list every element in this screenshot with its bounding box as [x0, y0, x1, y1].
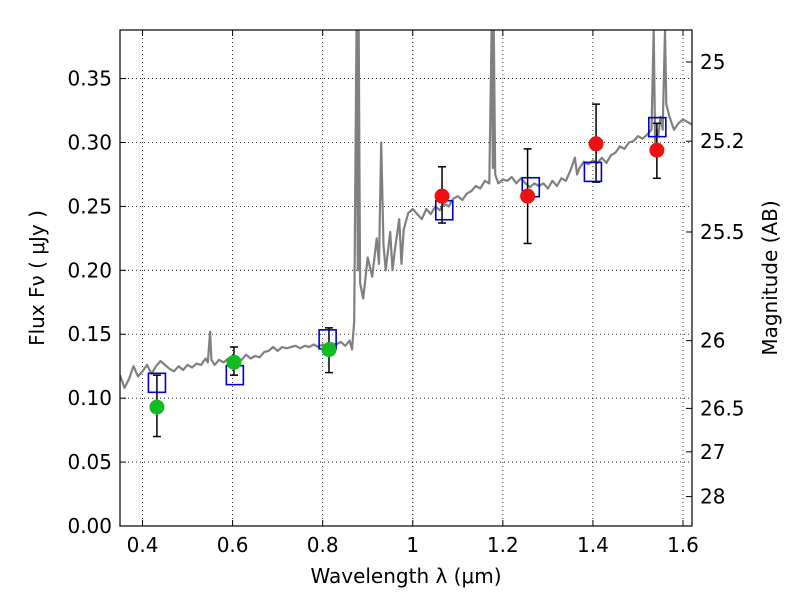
data-point-marker [588, 136, 604, 152]
right-tick-label: 25.2 [700, 129, 745, 153]
right-axis-label: Magnitude (AB) [758, 200, 782, 355]
x-tick-label: 0.8 [307, 533, 339, 557]
y-tick-label: 0.05 [67, 450, 112, 474]
y-tick-label: 0.00 [67, 514, 112, 538]
y-axis-label: Flux Fν ( μJy ) [25, 210, 49, 346]
right-tick-label: 28 [700, 485, 725, 509]
x-tick-label: 0.4 [127, 533, 159, 557]
right-tick-label: 27 [700, 440, 725, 464]
y-tick-label: 0.25 [67, 194, 112, 218]
x-tick-label: 1.6 [667, 533, 699, 557]
spectrum-line [120, 30, 692, 389]
right-tick-label: 25.5 [700, 220, 745, 244]
right-tick-label: 26.5 [700, 396, 745, 420]
y-tick-label: 0.10 [67, 386, 112, 410]
right-tick-label: 26 [700, 329, 725, 353]
data-point-marker [520, 188, 536, 204]
model-square-marker [147, 372, 167, 394]
axis-ticks: 0.4 0.6 0.8 1 1.2 1.4 1.6 0.00 0.05 0.10 0.15 0.20 0… [67, 30, 745, 557]
axes-frame [119, 29, 693, 527]
x-tick-label: 1.4 [577, 533, 609, 557]
y-tick-label: 0.20 [67, 258, 112, 282]
y-tick-label: 0.35 [67, 67, 112, 91]
y-tick-label: 0.15 [67, 322, 112, 346]
data-point-marker [434, 188, 450, 204]
x-tick-label: 1 [406, 533, 419, 557]
data-point-marker [321, 342, 337, 358]
x-tick-label: 1.2 [487, 533, 519, 557]
model-square-marker [648, 116, 667, 138]
right-tick-label: 25 [700, 50, 725, 74]
data-point-marker [226, 354, 242, 370]
model-square-marker [583, 161, 603, 183]
x-tick-label: 0.6 [217, 533, 249, 557]
x-axis-label: Wavelength λ (μm) [310, 564, 501, 588]
plot-area [120, 30, 692, 438]
grid-lines [120, 30, 692, 526]
y-tick-label: 0.30 [67, 130, 112, 154]
data-point-marker [649, 142, 665, 158]
data-point-marker [149, 399, 165, 415]
